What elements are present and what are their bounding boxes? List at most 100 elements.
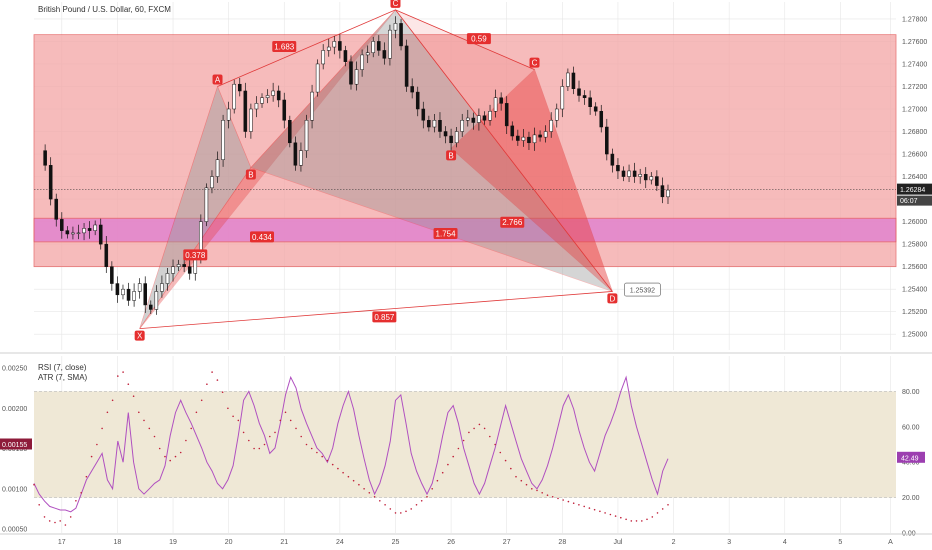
ratio-label: 1.683 bbox=[272, 41, 297, 53]
y-tick-label: 1.27800 bbox=[902, 16, 927, 23]
countdown-badge: 06:07 bbox=[897, 195, 932, 206]
candle bbox=[310, 84, 314, 129]
atr-point bbox=[269, 435, 271, 438]
atr-point bbox=[593, 508, 596, 511]
point-label-text: B bbox=[248, 171, 253, 180]
candle-body bbox=[393, 23, 398, 31]
candle-body bbox=[415, 91, 420, 110]
candle bbox=[571, 66, 576, 95]
candle-body bbox=[82, 228, 86, 234]
candle bbox=[137, 278, 142, 299]
candle bbox=[443, 126, 448, 144]
atr-point bbox=[321, 455, 324, 458]
candle bbox=[610, 148, 615, 173]
candle-body bbox=[121, 288, 125, 296]
y-tick-label: 1.26800 bbox=[902, 129, 927, 136]
candle-body bbox=[365, 52, 370, 56]
atr-point bbox=[515, 475, 517, 478]
candle bbox=[110, 261, 114, 291]
candle bbox=[360, 49, 364, 77]
candle-body bbox=[566, 72, 570, 87]
atr-point bbox=[578, 504, 580, 506]
atr-point bbox=[43, 516, 46, 518]
candle bbox=[482, 111, 487, 125]
axes: 1.27800 1.27600 1.27400 1.27200 1.27000 1.268… bbox=[0, 16, 932, 546]
candle-body bbox=[499, 97, 503, 104]
candle bbox=[104, 236, 109, 273]
point-label-box bbox=[390, 0, 401, 8]
candle-body bbox=[126, 288, 131, 301]
atr-point bbox=[389, 508, 392, 510]
candle-body bbox=[149, 304, 153, 310]
atr-point bbox=[295, 427, 297, 430]
candle bbox=[98, 218, 103, 250]
candle bbox=[204, 183, 209, 227]
x-tick-label: 21 bbox=[280, 539, 288, 546]
atr-point bbox=[54, 521, 56, 524]
candle-body bbox=[271, 90, 275, 96]
candle-body bbox=[182, 264, 186, 267]
ratio-label-box bbox=[272, 41, 297, 53]
atr-point bbox=[48, 520, 51, 522]
candle bbox=[48, 157, 53, 206]
candle-body bbox=[43, 150, 47, 166]
indicator-pane: RSI (7, close)ATR (7, SMA) bbox=[33, 356, 896, 533]
candle bbox=[432, 113, 437, 133]
pattern-triangle-bcd-2 bbox=[450, 68, 614, 293]
atr-point bbox=[546, 494, 549, 497]
candle-body bbox=[577, 88, 581, 96]
atr-point bbox=[326, 459, 329, 462]
candle bbox=[326, 38, 331, 57]
candle bbox=[488, 104, 492, 126]
candle bbox=[566, 68, 570, 91]
candle bbox=[282, 92, 287, 129]
atr-point bbox=[185, 439, 187, 442]
candle bbox=[76, 224, 81, 240]
atr-point bbox=[80, 492, 82, 494]
atr-point bbox=[468, 431, 470, 434]
point-label-text: X bbox=[137, 332, 143, 341]
atr-point bbox=[358, 483, 360, 486]
x-tick-label: 24 bbox=[336, 539, 344, 546]
candle bbox=[182, 258, 186, 273]
candle-body bbox=[221, 120, 225, 160]
candle bbox=[65, 226, 70, 239]
candle bbox=[160, 275, 164, 298]
candle bbox=[466, 109, 470, 127]
candle bbox=[415, 86, 420, 117]
candle-body bbox=[382, 50, 387, 59]
y-tick-label: 1.25200 bbox=[902, 309, 927, 316]
atr-point bbox=[494, 443, 496, 446]
atr-point bbox=[237, 419, 240, 422]
atr-point bbox=[431, 488, 434, 490]
candle bbox=[632, 162, 637, 183]
candle-body bbox=[427, 120, 431, 128]
candle-body bbox=[54, 198, 59, 220]
candle bbox=[605, 118, 609, 161]
candle-body bbox=[554, 108, 559, 121]
chart-title: British Pound / U.S. Dollar, 60, FXCM bbox=[38, 5, 171, 14]
candle bbox=[237, 77, 242, 97]
rsi-tick-label: 40.00 bbox=[902, 460, 920, 467]
candle-body bbox=[477, 115, 481, 123]
candle bbox=[293, 136, 298, 171]
ratio-label: 2.766 bbox=[500, 216, 525, 228]
candle bbox=[454, 127, 459, 148]
x-tick-label: 20 bbox=[225, 539, 233, 546]
candle-body bbox=[410, 86, 414, 93]
atr-point bbox=[599, 510, 601, 513]
candle-body bbox=[71, 232, 75, 235]
atr-point bbox=[457, 447, 460, 450]
pattern-ac-line bbox=[395, 9, 535, 70]
candle-body bbox=[649, 176, 654, 181]
candle bbox=[577, 80, 581, 102]
candle bbox=[449, 128, 453, 151]
x-tick-label: 2 bbox=[672, 539, 676, 546]
atr-point bbox=[379, 500, 381, 502]
candle-body bbox=[187, 266, 192, 274]
candle-body bbox=[460, 120, 464, 132]
candle bbox=[232, 79, 236, 114]
candle-body bbox=[516, 135, 520, 141]
atr-point bbox=[525, 483, 528, 486]
